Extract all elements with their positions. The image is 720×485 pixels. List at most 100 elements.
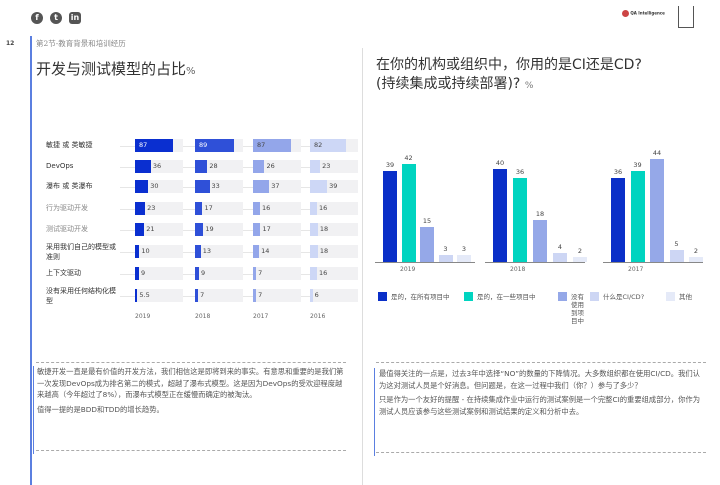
legend-label: 其他: [679, 293, 692, 301]
bar: [195, 289, 199, 302]
category-label: 瀑布 或 类瀑布: [46, 182, 93, 190]
paragraph: 只是作为一个友好的提醒 - 在持续集成作业中运行的测试案例是一个完整CI的重要组…: [379, 395, 700, 416]
bar-value: 36: [515, 168, 525, 177]
bar-value: 18: [535, 210, 545, 219]
bar-track: [135, 223, 183, 236]
logo: QA Intelligence: [622, 10, 665, 17]
bar-value: 2: [693, 247, 699, 256]
bar-value: 40: [495, 158, 505, 167]
year-label: 2016: [310, 313, 326, 320]
bar: [611, 178, 625, 262]
bar: [689, 257, 703, 262]
bar-value: 4: [557, 242, 563, 251]
divider-dashed: [376, 362, 706, 363]
bar-value: 5: [674, 240, 679, 249]
bar-value: 33: [211, 182, 220, 190]
bar-value: 39: [329, 182, 338, 190]
bar-value: 44: [652, 149, 662, 158]
bar-track: [195, 245, 243, 258]
legend-swatch: [558, 292, 567, 301]
bar-value: 10: [141, 247, 150, 255]
bar-value: 16: [319, 204, 328, 212]
bar-track: [135, 202, 183, 215]
bar-value: 7: [258, 269, 263, 277]
bar: [493, 168, 507, 262]
bar-value: 87: [257, 141, 266, 149]
bar-value: 39: [385, 161, 395, 170]
bar: [253, 202, 261, 215]
left-title: 开发与测试模型的占比%: [36, 60, 196, 78]
bar-track: [253, 223, 301, 236]
legend-swatch: [464, 292, 473, 301]
right-title: 在你的机构或组织中，你用的是CI还是CD? (持续集成或持续部署)? %: [376, 57, 642, 92]
bar: [135, 223, 145, 236]
bar-value: 18: [319, 225, 329, 233]
bar: [630, 171, 645, 262]
bar-value: 36: [152, 162, 162, 170]
facebook-icon[interactable]: f: [31, 12, 43, 24]
bar-value: 7: [200, 291, 205, 299]
bar: [310, 139, 347, 152]
bar: [135, 160, 151, 173]
bar-value: 16: [262, 204, 271, 212]
bar-value: 87: [139, 141, 148, 149]
quote-bar: [33, 366, 34, 454]
bar: [310, 267, 318, 280]
axis-line: [603, 262, 703, 263]
bar-value: 9: [200, 269, 206, 277]
twitter-icon[interactable]: t: [50, 12, 62, 24]
legend-label: 是的，在所有项目中: [391, 293, 450, 301]
year-label: 2019: [135, 313, 151, 320]
paragraph: 值得一提的是BDD和TDD的增长趋势。: [37, 404, 164, 414]
bar: [195, 180, 210, 193]
legend-swatch: [666, 292, 675, 301]
year-label: 2017: [253, 313, 269, 320]
bar: [310, 245, 318, 258]
bar-track: [310, 160, 358, 173]
bar-value: 17: [204, 204, 213, 212]
bar: [253, 139, 292, 152]
bar: [135, 180, 149, 193]
bar-track: [253, 245, 301, 258]
bar-value: 37: [271, 182, 280, 190]
accent-line: [30, 36, 32, 485]
bar: [135, 267, 139, 280]
bar-value: 7: [258, 291, 263, 299]
category-label: 测试驱动开发: [46, 225, 88, 233]
left-commentary: 敏捷开发一直是最有价值的开发方法，我们相信这是即将到来的事实。有意思和重要的是我…: [37, 366, 347, 415]
bar-value: 39: [633, 161, 642, 170]
year-label: 2017: [628, 266, 644, 273]
bar: [253, 245, 260, 258]
section-title: 第2节-教育背景和培训经历: [36, 39, 126, 48]
bar: [135, 245, 140, 258]
bar: [457, 255, 471, 262]
bar-value: 19: [205, 225, 214, 233]
bar-value: 3: [461, 245, 467, 253]
bar-value: 17: [262, 225, 271, 233]
bar: [650, 159, 664, 262]
category-label: DevOps: [46, 162, 74, 170]
bar-value: 6: [314, 291, 319, 299]
bar: [513, 178, 527, 262]
bar: [420, 227, 434, 262]
bar-track: [195, 267, 243, 280]
right-commentary: 最值得关注的一点是，过去3年中选择“NO”的数量的下降情况。大多数组织都在使用C…: [379, 368, 707, 417]
bar-track: [253, 160, 301, 173]
paragraph: 最值得关注的一点是，过去3年中选择“NO”的数量的下降情况。大多数组织都在使用C…: [379, 369, 700, 390]
bar-track: [195, 202, 243, 215]
legend-label: 什么是CI/CD?: [603, 293, 645, 301]
bar: [401, 164, 416, 262]
bar-value: 21: [146, 225, 155, 233]
bar: [669, 250, 684, 262]
bar: [135, 202, 146, 215]
bar-value: 30: [150, 182, 159, 190]
bar-track: [135, 267, 183, 280]
bar-track: [310, 289, 358, 302]
year-label: 2018: [510, 266, 526, 273]
bar: [195, 160, 208, 173]
bar-value: 2: [577, 247, 583, 256]
year-label: 2018: [195, 313, 211, 320]
legend-swatch: [378, 292, 387, 301]
linkedin-icon[interactable]: in: [69, 12, 81, 24]
bar-value: 26: [266, 162, 275, 170]
